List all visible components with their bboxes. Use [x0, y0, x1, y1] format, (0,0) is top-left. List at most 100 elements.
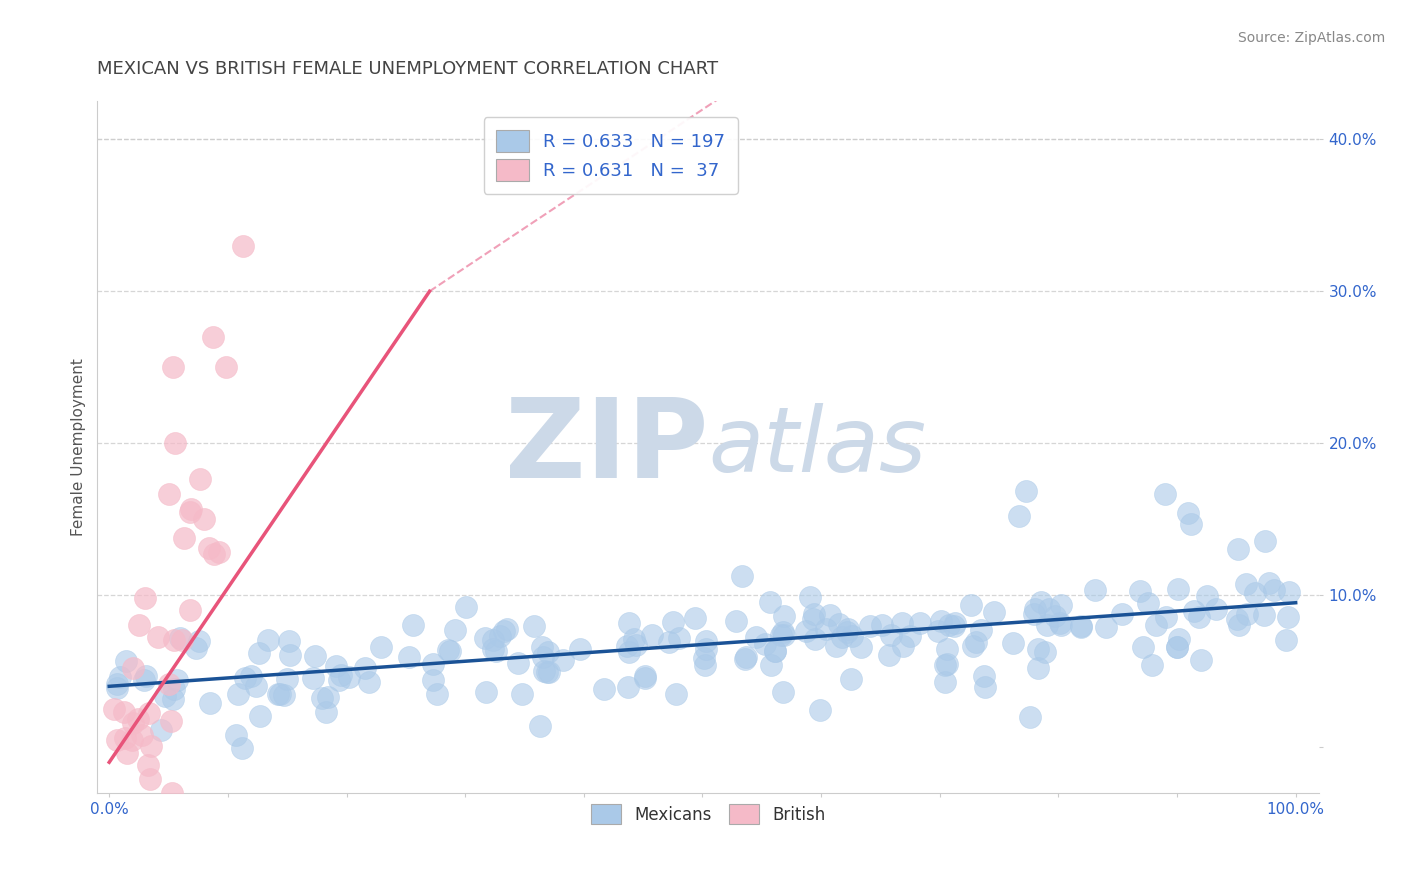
Point [1188, 610, 1211, 624]
Point [162, 692, 184, 706]
Point [1026, 661, 1049, 675]
Point [475, 685, 498, 699]
Point [624, 638, 647, 652]
Point [893, 639, 915, 653]
Point [163, 681, 186, 696]
Point [735, 650, 758, 665]
Point [537, 665, 560, 680]
Point [1226, 612, 1249, 626]
Point [617, 615, 640, 630]
Point [496, 623, 519, 637]
Point [533, 664, 555, 678]
Point [149, 723, 172, 737]
Point [357, 674, 380, 689]
Point [983, 605, 1005, 619]
Point [936, 642, 959, 657]
Point [315, 705, 337, 719]
Point [943, 615, 966, 630]
Point [138, 706, 160, 721]
Point [114, 731, 136, 745]
Point [849, 640, 872, 654]
Point [763, 644, 786, 658]
Point [1033, 645, 1056, 659]
Point [485, 644, 508, 658]
Point [870, 618, 893, 632]
Point [837, 624, 859, 639]
Point [931, 614, 953, 628]
Point [110, 671, 132, 685]
Point [633, 671, 655, 685]
Point [155, 689, 177, 703]
Point [1167, 582, 1189, 596]
Point [134, 591, 156, 606]
Point [858, 619, 880, 633]
Point [172, 632, 194, 647]
Point [828, 616, 851, 631]
Point [401, 617, 423, 632]
Point [1244, 586, 1267, 600]
Point [803, 607, 825, 622]
Point [215, 360, 238, 375]
Point [695, 642, 717, 657]
Point [754, 637, 776, 651]
Point [815, 622, 838, 636]
Point [1195, 590, 1218, 604]
Point [232, 238, 254, 252]
Point [202, 330, 225, 344]
Point [658, 635, 681, 649]
Point [1227, 541, 1250, 556]
Point [1043, 609, 1066, 624]
Point [1038, 602, 1060, 616]
Point [494, 624, 516, 638]
Point [759, 595, 782, 609]
Text: MEXICAN VS BRITISH FEMALE UNEMPLOYMENT CORRELATION CHART: MEXICAN VS BRITISH FEMALE UNEMPLOYMENT C… [97, 60, 718, 78]
Point [231, 741, 253, 756]
Point [769, 628, 792, 642]
Point [695, 658, 717, 673]
Point [245, 679, 267, 693]
Point [481, 642, 503, 657]
Point [160, 714, 183, 728]
Point [1070, 619, 1092, 633]
Point [1154, 487, 1177, 501]
Point [146, 630, 169, 644]
Point [1254, 534, 1277, 549]
Point [1275, 633, 1298, 648]
Point [1026, 642, 1049, 657]
Point [841, 629, 863, 643]
Point [278, 648, 301, 662]
Point [454, 599, 477, 614]
Point [1277, 610, 1299, 624]
Point [1154, 610, 1177, 624]
Point [759, 657, 782, 672]
Point [489, 629, 512, 643]
Point [105, 733, 128, 747]
Point [247, 646, 270, 660]
Point [531, 640, 554, 654]
Text: atlas: atlas [709, 403, 927, 491]
Point [1236, 607, 1258, 622]
Point [1050, 598, 1073, 612]
Point [531, 649, 554, 664]
Point [665, 687, 688, 701]
Point [481, 633, 503, 648]
Point [276, 672, 298, 686]
Point [879, 628, 901, 642]
Point [1111, 607, 1133, 621]
Point [734, 651, 756, 665]
Point [1140, 657, 1163, 672]
Point [128, 618, 150, 632]
Point [249, 709, 271, 723]
Point [683, 611, 706, 625]
Point [938, 618, 960, 632]
Point [141, 739, 163, 753]
Point [668, 631, 690, 645]
Point [337, 671, 360, 685]
Point [208, 545, 231, 559]
Point [1022, 607, 1045, 621]
Point [569, 642, 592, 657]
Point [927, 624, 949, 638]
Point [316, 690, 339, 704]
Point [1234, 577, 1257, 591]
Point [160, 786, 183, 800]
